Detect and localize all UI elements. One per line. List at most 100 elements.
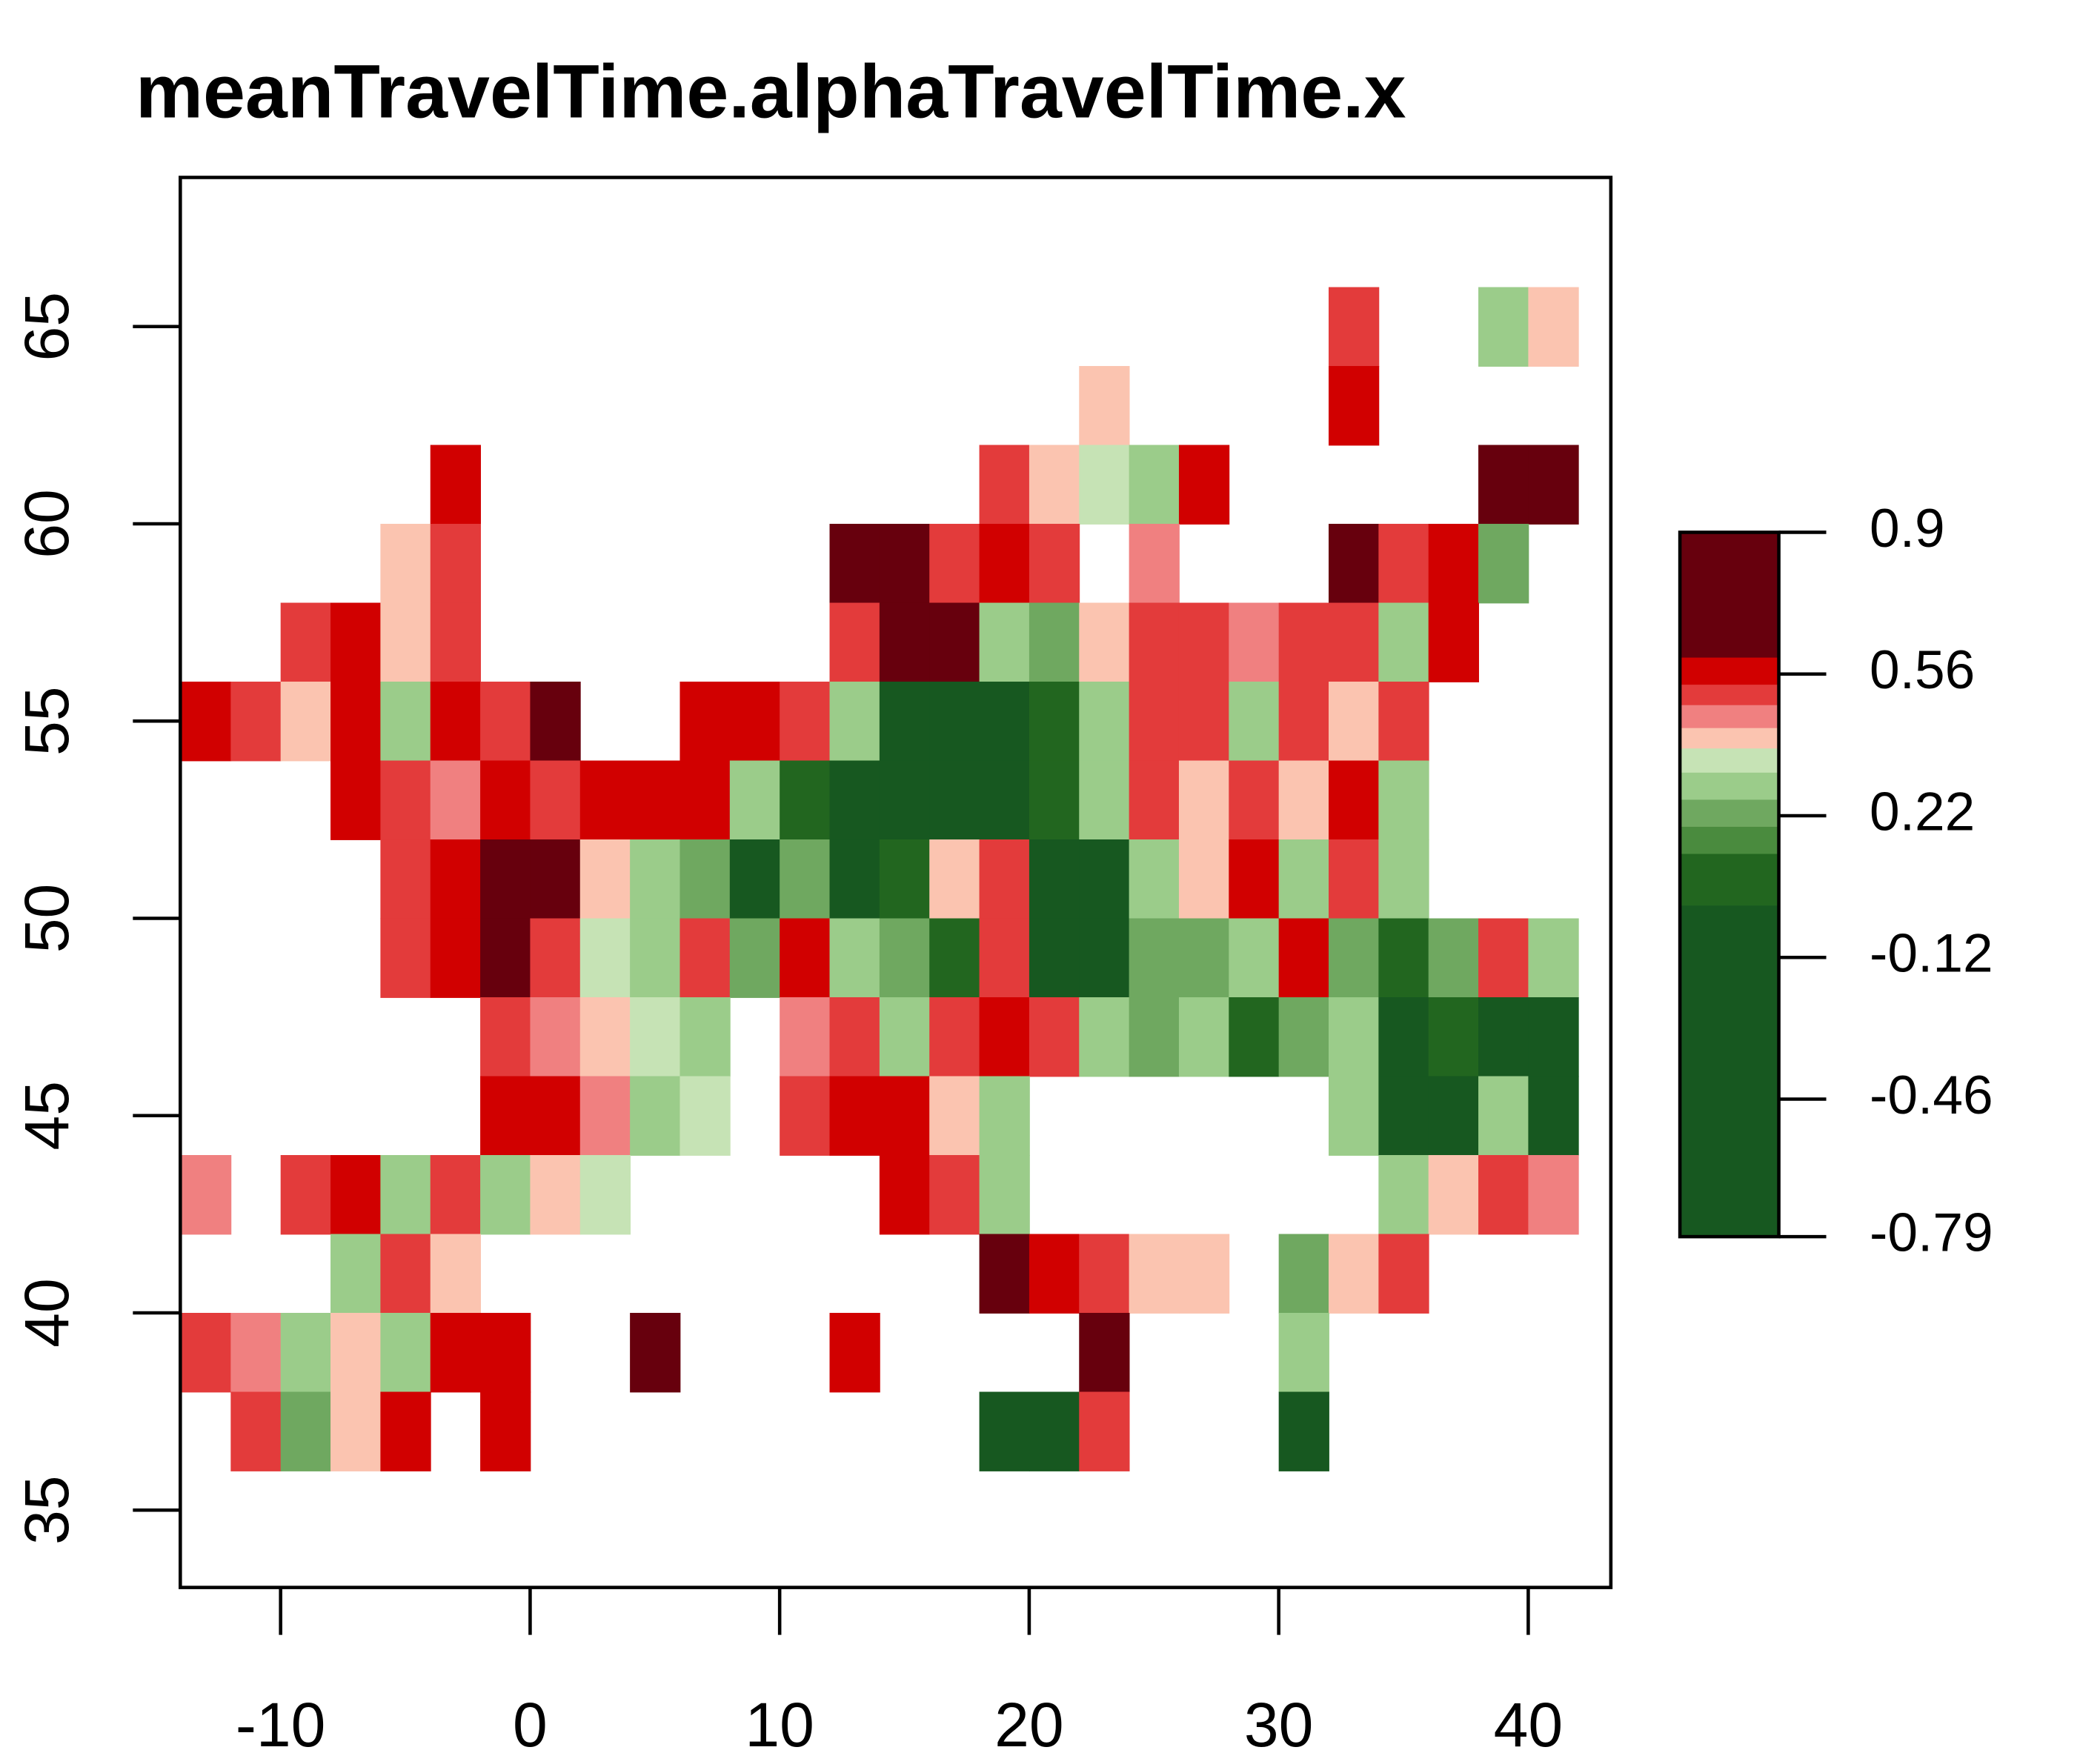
raster-cell <box>1029 760 1080 840</box>
raster-cell <box>879 602 931 682</box>
raster-cell <box>729 918 781 998</box>
raster-cell <box>330 1234 382 1314</box>
raster-cell <box>579 839 631 919</box>
colorbar-tick-label: 0.9 <box>1870 499 1945 559</box>
raster-cell <box>330 682 382 762</box>
raster-cell <box>780 1076 831 1156</box>
raster-cell <box>1278 1234 1329 1314</box>
x-tick-label: 0 <box>513 1690 548 1750</box>
raster-cell <box>380 1391 431 1471</box>
raster-cell <box>979 839 1030 919</box>
raster-cell <box>230 1313 282 1393</box>
colorbar-bin <box>1680 799 1779 827</box>
raster-cell <box>1178 839 1230 919</box>
raster-cell <box>1278 682 1329 762</box>
raster-cell <box>430 602 481 682</box>
y-tick-label: 60 <box>12 489 82 559</box>
raster-cell <box>1178 445 1230 525</box>
raster-cell <box>480 1155 531 1235</box>
raster-cell <box>480 760 531 840</box>
raster-cell <box>1178 682 1230 762</box>
y-tick-label: 35 <box>12 1475 82 1545</box>
raster-cell <box>929 1076 980 1156</box>
raster-cell <box>780 918 831 998</box>
raster-cell <box>530 839 581 919</box>
raster-cell <box>430 839 481 919</box>
raster-cell <box>1029 682 1080 762</box>
raster-cell <box>1329 602 1380 682</box>
raster-cell <box>1329 760 1380 840</box>
raster-cell <box>1278 839 1329 919</box>
colorbar-tick-label: 0.22 <box>1870 782 1975 842</box>
raster-cell <box>679 997 731 1077</box>
raster-cell <box>330 760 382 840</box>
raster-cell <box>979 1076 1030 1156</box>
raster-cell <box>1129 839 1180 919</box>
raster-cell <box>1129 997 1180 1077</box>
raster-cell <box>1329 839 1380 919</box>
raster-cell <box>530 682 581 762</box>
raster-cell <box>979 760 1030 840</box>
raster-cell <box>1329 918 1380 998</box>
raster-cell <box>1229 839 1280 919</box>
y-tick-label: 50 <box>12 884 82 954</box>
chart-title: meanTravelTime.alphaTravelTime.x <box>136 49 1406 134</box>
raster-cell <box>430 524 481 604</box>
raster-cell <box>1079 918 1130 998</box>
x-tick-label: 10 <box>745 1690 814 1750</box>
raster-cell <box>1129 602 1180 682</box>
raster-cell <box>1178 918 1230 998</box>
raster-cell <box>430 1155 481 1235</box>
raster-cell <box>380 839 431 919</box>
raster-cell <box>1428 997 1479 1077</box>
y-tick-label: 40 <box>12 1278 82 1348</box>
raster-cell <box>780 839 831 919</box>
colorbar-bin <box>1680 748 1779 773</box>
raster-cell <box>630 839 681 919</box>
raster-cell <box>1079 366 1130 446</box>
raster-cell <box>879 760 931 840</box>
raster-cell <box>330 602 382 682</box>
raster-cell <box>1329 682 1380 762</box>
raster-cell <box>929 760 980 840</box>
raster-cell <box>430 682 481 762</box>
y-tick-label: 55 <box>12 686 82 756</box>
raster-cell <box>530 760 581 840</box>
raster-cell <box>879 524 931 604</box>
raster-cell <box>1478 1155 1529 1235</box>
raster-cell <box>330 1313 382 1393</box>
raster-cell <box>1428 602 1479 682</box>
raster-cell <box>180 1313 232 1393</box>
raster-cell <box>829 997 880 1077</box>
x-tick-label: 30 <box>1244 1690 1314 1750</box>
raster-cell <box>1528 1155 1579 1235</box>
raster-cell <box>929 524 980 604</box>
raster-cell <box>530 918 581 998</box>
raster-cell <box>530 1076 581 1156</box>
raster-cell <box>1478 524 1529 604</box>
raster-cell <box>1378 997 1429 1077</box>
raster-cell <box>530 997 581 1077</box>
raster-cell <box>1178 997 1230 1077</box>
colorbar-bin <box>1680 771 1779 800</box>
raster-cell <box>1378 682 1429 762</box>
raster-cell <box>380 1234 431 1314</box>
raster-cell <box>879 918 931 998</box>
raster-cell <box>1378 602 1429 682</box>
raster-cell <box>979 1391 1030 1471</box>
raster-cell <box>230 1391 282 1471</box>
raster-cell <box>1029 1234 1080 1314</box>
raster-cell <box>979 445 1030 525</box>
raster-cell <box>1278 1313 1329 1393</box>
raster-cell <box>780 682 831 762</box>
colorbar-bin <box>1680 853 1779 906</box>
raster-cell <box>1478 287 1529 367</box>
plot-frame <box>179 176 1613 1589</box>
raster-cell <box>1329 1234 1380 1314</box>
raster-cell <box>1079 997 1130 1077</box>
raster-cell <box>380 918 431 998</box>
raster-cell <box>1129 682 1180 762</box>
raster-cell <box>1329 1076 1380 1156</box>
raster-cell <box>929 839 980 919</box>
